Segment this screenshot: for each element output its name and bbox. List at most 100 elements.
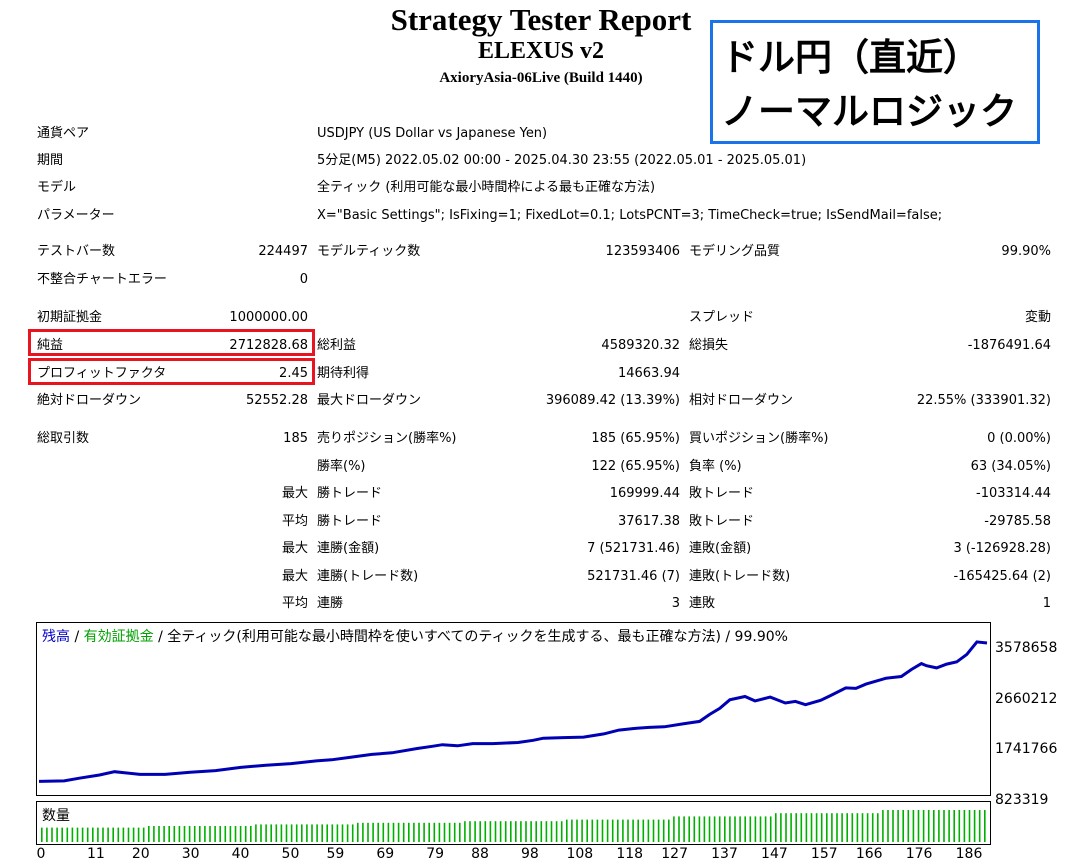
volume-bar bbox=[851, 813, 854, 842]
x-tick-label: 69 bbox=[376, 846, 395, 862]
volume-bar bbox=[836, 813, 838, 842]
volume-bar bbox=[46, 827, 48, 842]
trade-value: 63 (34.05%) bbox=[970, 459, 1051, 474]
legend-description: / 全ティック(利用可能な最小時間枠を使いすべてのティックを生成する、最も正確な… bbox=[153, 629, 788, 645]
trade-value: -29785.58 bbox=[984, 514, 1051, 529]
volume-bar bbox=[632, 819, 634, 842]
volume-bar bbox=[520, 821, 522, 842]
info-value: 全ティック (利用可能な最小時間枠による最も正確な方法) bbox=[317, 180, 656, 195]
stat-value: 396089.42 (13.39%) bbox=[545, 393, 680, 408]
volume-bar bbox=[591, 819, 594, 842]
volume-bar bbox=[81, 827, 84, 842]
volume-bar bbox=[984, 810, 986, 842]
stat-value: 2.45 bbox=[279, 366, 308, 381]
x-tick-label: 186 bbox=[955, 846, 983, 862]
report-title: Strategy Tester Report bbox=[390, 2, 692, 37]
volume-bar bbox=[708, 816, 711, 842]
volume-bar bbox=[122, 827, 125, 842]
volume-bar bbox=[871, 813, 874, 842]
volume-bar bbox=[815, 813, 818, 842]
volume-bar bbox=[785, 813, 787, 842]
volume-bar bbox=[510, 821, 512, 842]
trade-value: 37617.38 bbox=[617, 514, 680, 529]
annotation-line-1: ドル円（直近） bbox=[721, 36, 980, 79]
stat-value: 0 bbox=[299, 272, 308, 287]
volume-bar bbox=[622, 819, 624, 842]
volume-bar bbox=[92, 827, 94, 842]
volume-bar bbox=[831, 813, 833, 842]
trade-label: 連勝(トレード数) bbox=[317, 569, 419, 584]
volume-bar bbox=[311, 824, 313, 842]
volume-bar bbox=[301, 824, 303, 842]
volume-bar bbox=[351, 824, 354, 842]
trade-label: 敗トレード bbox=[689, 486, 755, 501]
volume-bar bbox=[387, 822, 390, 842]
volume-bar bbox=[841, 813, 843, 842]
volume-bar bbox=[392, 822, 395, 842]
x-tick-label: 118 bbox=[616, 846, 644, 862]
x-tick-label: 0 bbox=[36, 846, 46, 862]
volume-bar bbox=[209, 826, 211, 842]
info-value: 5分足(M5) 2022.05.02 00:00 - 2025.04.30 23… bbox=[317, 153, 807, 168]
volume-bar bbox=[749, 816, 752, 842]
volume-bar bbox=[265, 824, 267, 842]
volume-bar bbox=[102, 827, 104, 842]
volume-bar bbox=[224, 826, 227, 842]
x-tick-label: 40 bbox=[231, 846, 250, 862]
y-tick-label: 1741766 bbox=[995, 741, 1058, 757]
trade-label: 勝率(%) bbox=[317, 459, 366, 474]
volume-bar bbox=[566, 819, 568, 842]
volume-bar bbox=[260, 824, 262, 842]
stat-value: 2712828.68 bbox=[229, 338, 308, 353]
balance-chart-svg bbox=[38, 640, 988, 783]
x-tick-label: 30 bbox=[181, 846, 200, 862]
volume-bar bbox=[112, 827, 114, 842]
volume-bar bbox=[550, 821, 553, 842]
volume-bar bbox=[897, 810, 899, 842]
volume-bar bbox=[479, 821, 481, 842]
volume-bar bbox=[168, 826, 170, 842]
volume-bar bbox=[107, 827, 109, 842]
x-tick-label: 108 bbox=[566, 846, 594, 862]
trade-value: 521731.46 (7) bbox=[587, 569, 680, 584]
volume-bar bbox=[780, 813, 782, 842]
volume-bar bbox=[255, 824, 257, 842]
trade-value: 0 (0.00%) bbox=[987, 431, 1051, 446]
trade-label: 買いポジション(勝率%) bbox=[689, 431, 829, 446]
volume-bar bbox=[408, 822, 410, 842]
volume-bar bbox=[316, 824, 318, 842]
trade-prefix: 最大 bbox=[281, 486, 308, 501]
trade-prefix: 最大 bbox=[281, 541, 308, 556]
volume-bar bbox=[718, 816, 721, 842]
volume-bar bbox=[270, 824, 272, 842]
volume-bar bbox=[683, 816, 685, 842]
trade-value: 3 (-126928.28) bbox=[953, 541, 1051, 556]
trade-label: 勝トレード bbox=[317, 514, 383, 529]
volume-bar bbox=[887, 810, 889, 842]
volume-chart: 数量 bbox=[36, 801, 991, 845]
volume-bar bbox=[132, 827, 135, 842]
volume-bar bbox=[617, 819, 619, 842]
info-label: モデル bbox=[37, 180, 77, 195]
volume-bar bbox=[306, 824, 308, 842]
volume-bar bbox=[163, 826, 165, 842]
volume-bar bbox=[627, 819, 629, 842]
annotation-box: ドル円（直近） ノーマルロジック bbox=[710, 20, 1040, 144]
volume-bar bbox=[973, 810, 976, 842]
volume-bar bbox=[729, 816, 731, 842]
volume-bar bbox=[153, 826, 155, 842]
profit-factor-highlight bbox=[28, 358, 315, 385]
volume-bar bbox=[764, 816, 767, 842]
stat-label: モデルティック数 bbox=[317, 244, 421, 259]
trade-value: 122 (65.95%) bbox=[591, 459, 680, 474]
volume-bar bbox=[250, 826, 252, 842]
stat-label: 総利益 bbox=[317, 338, 357, 353]
annotation-line-2: ノーマルロジック bbox=[721, 90, 1017, 133]
volume-bar bbox=[545, 821, 548, 842]
volume-bar bbox=[678, 816, 680, 842]
volume-bar bbox=[86, 827, 89, 842]
volume-bar bbox=[459, 822, 461, 842]
volume-bar bbox=[555, 821, 558, 842]
volume-bar bbox=[158, 826, 160, 842]
x-tick-label: 50 bbox=[281, 846, 300, 862]
